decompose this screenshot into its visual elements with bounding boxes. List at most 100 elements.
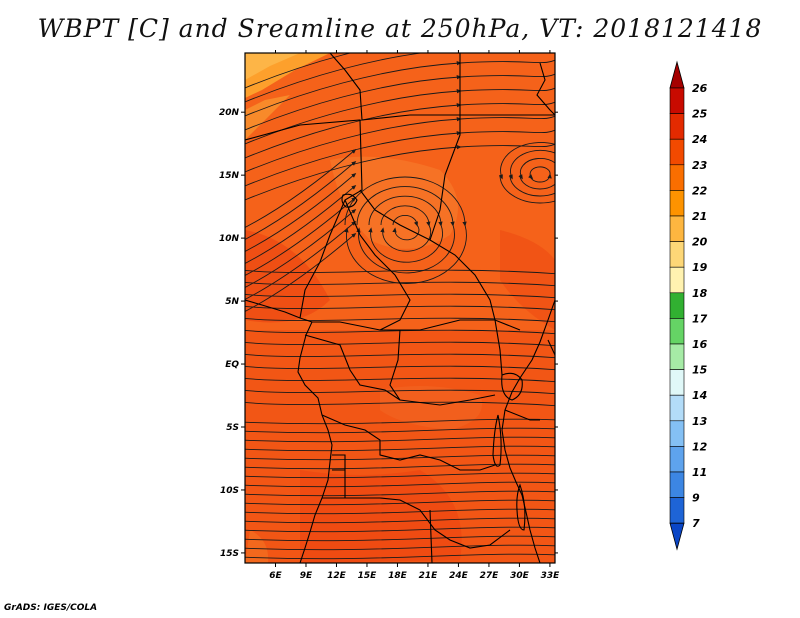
- colorbar-band: [669, 369, 685, 396]
- colorbar-label: 20: [692, 236, 708, 249]
- lake-victoria: [501, 372, 523, 401]
- lat-label: 15N: [219, 171, 240, 181]
- lat-label: 10S: [220, 486, 239, 496]
- colorbar-label: 18: [692, 287, 708, 300]
- colorbar-label: 25: [692, 108, 708, 121]
- colorbar-label: 21: [692, 210, 707, 223]
- colorbar-band: [669, 266, 685, 294]
- lon-label: 15E: [358, 571, 378, 581]
- colorbar-band: [669, 292, 685, 319]
- lon-label: 6E: [269, 571, 282, 581]
- colorbar-band: [669, 471, 685, 498]
- colorbar-label: 15: [692, 364, 708, 377]
- colorbar-band: [669, 497, 685, 524]
- streamline: [498, 142, 555, 204]
- streamline: [518, 157, 555, 190]
- streamline: [245, 490, 555, 497]
- streamline: [245, 172, 357, 252]
- colorbar-band: [669, 87, 685, 114]
- streamline: [245, 365, 555, 371]
- colorbar: 26 25 24 23 22 21 20 19 18 17 16 15 14 13 12 11 9 7: [669, 60, 708, 551]
- streamline: [245, 341, 555, 347]
- streamline: [245, 353, 555, 359]
- lat-label: 15S: [220, 549, 239, 559]
- colorbar-label: 9: [692, 492, 700, 505]
- streamline: [245, 377, 555, 383]
- colorbar-label: 17: [692, 312, 708, 325]
- colorbar-band: [669, 420, 685, 447]
- border: [344, 199, 411, 331]
- streamline: [245, 113, 555, 173]
- streamline: [245, 293, 555, 299]
- credit-label: GrADS: IGES/COLA: [4, 603, 98, 613]
- streamline: [245, 85, 555, 145]
- lon-label: 21E: [419, 571, 439, 581]
- colorbar-band: [669, 190, 685, 217]
- colorbar-top-arrow: [669, 60, 685, 89]
- streamline: [245, 544, 555, 551]
- streamline: [245, 281, 555, 287]
- lat-label: 20N: [219, 108, 240, 118]
- streamline: [245, 445, 555, 452]
- lon-label: 9E: [300, 571, 313, 581]
- colorbar-label: 14: [692, 389, 707, 402]
- lat-label: 5S: [226, 423, 239, 433]
- lon-label: 12E: [327, 571, 347, 581]
- coastlines-and-borders: [245, 53, 555, 563]
- colorbar-label: 19: [692, 261, 708, 274]
- streamline: [245, 526, 555, 533]
- border: [504, 409, 540, 421]
- streamlines: [245, 53, 555, 560]
- colorbar-label: 13: [692, 415, 708, 428]
- lat-label: 10N: [219, 234, 240, 244]
- border: [429, 509, 433, 563]
- streamline: [245, 481, 555, 488]
- lon-label: 27E: [480, 571, 500, 581]
- colorbar-label: 24: [692, 133, 707, 146]
- streamline: [344, 176, 467, 284]
- border: [494, 319, 503, 376]
- streamline: [245, 317, 555, 323]
- streamline: [245, 463, 555, 470]
- streamline: [245, 269, 555, 275]
- streamline: [508, 149, 555, 197]
- lake-chad: [341, 193, 358, 208]
- streamline: [245, 71, 555, 131]
- colorbar-label: 22: [692, 184, 708, 197]
- colorbar-label: 12: [692, 440, 708, 453]
- colorbar-label: 16: [692, 338, 708, 351]
- colorbar-band: [669, 394, 685, 422]
- streamline: [245, 53, 425, 103]
- streamline: [245, 418, 555, 425]
- field-patch-cool: [245, 95, 290, 140]
- colorbar-band: [669, 164, 685, 191]
- streamline: [245, 427, 555, 434]
- colorbar-band: [669, 318, 685, 345]
- streamline: [245, 535, 555, 542]
- map-title: WBPT [C] and Sreamline at 250hPa, VT: 20…: [37, 14, 763, 43]
- field-patch-cool: [245, 53, 300, 80]
- lon-label: 30E: [510, 571, 530, 581]
- border: [321, 414, 496, 471]
- streamline: [245, 148, 357, 228]
- map-frame: [244, 52, 556, 564]
- border: [361, 114, 461, 241]
- colorbar-bottom-arrow: [669, 522, 685, 551]
- lon-axis: 6E 9E 12E 15E 18E 21E 24E 27E 30E 33E: [269, 50, 560, 581]
- streamline: [245, 454, 555, 461]
- streamline: [245, 499, 555, 506]
- colorbar-band: [669, 343, 685, 370]
- lake-malawi: [516, 483, 526, 531]
- colorbar-label: 7: [692, 517, 700, 530]
- streamline: [245, 436, 555, 443]
- border: [322, 497, 511, 549]
- border: [304, 334, 401, 401]
- colorbar-band: [669, 446, 685, 473]
- lon-label: 33E: [541, 571, 561, 581]
- border: [359, 189, 496, 321]
- lon-label: 24E: [449, 571, 469, 581]
- lat-axis: 20N 15N 10N 5N EQ 5S 10S 15S: [219, 108, 558, 559]
- streamline: [245, 472, 555, 479]
- field-patch-warm: [500, 230, 555, 330]
